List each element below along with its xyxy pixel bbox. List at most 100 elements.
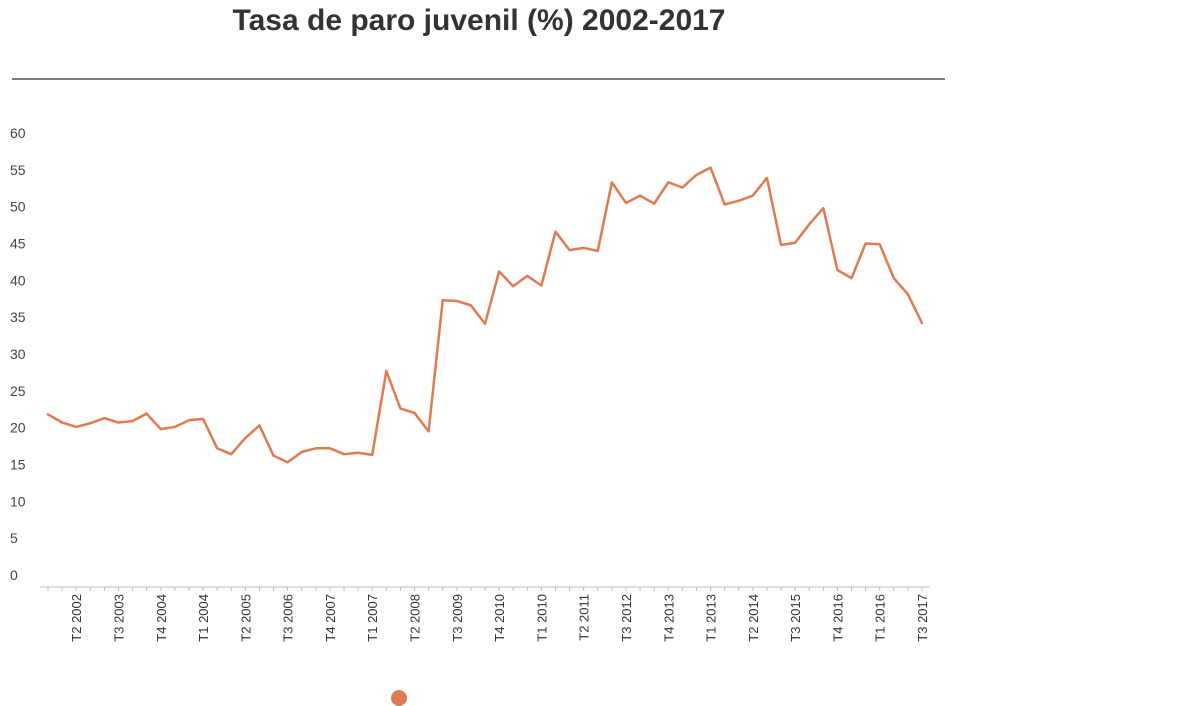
y-tick-label: 5 <box>10 530 18 546</box>
data-point <box>116 421 120 425</box>
x-tick-label: T4 2004 <box>154 594 169 642</box>
x-tick-label: T4 2007 <box>323 594 338 642</box>
data-point <box>413 411 417 415</box>
data-point <box>469 303 473 307</box>
data-point <box>370 453 374 457</box>
y-tick-label: 0 <box>10 567 18 583</box>
y-tick-label: 40 <box>10 272 26 288</box>
y-tick-label: 60 <box>10 125 26 141</box>
x-tick-label: T2 2008 <box>408 594 423 642</box>
data-point <box>638 194 642 198</box>
data-point <box>920 321 924 325</box>
x-tick-label: T4 2010 <box>492 594 507 642</box>
series-points <box>46 166 924 465</box>
x-tick-label: T2 2011 <box>577 594 592 641</box>
y-tick-label: 55 <box>10 162 26 178</box>
x-tick-label: T4 2016 <box>830 594 845 642</box>
data-point <box>680 186 684 190</box>
x-tick-label: T1 2004 <box>196 594 211 642</box>
data-point <box>751 194 755 198</box>
data-point <box>187 418 191 422</box>
y-tick-label: 30 <box>10 346 26 362</box>
x-axis-ticks <box>47 587 923 591</box>
data-point <box>102 416 106 420</box>
data-point <box>384 369 388 373</box>
x-tick-label: T2 2005 <box>238 594 253 642</box>
data-point <box>46 412 50 416</box>
y-tick-label: 25 <box>10 383 26 399</box>
x-tick-label: T1 2010 <box>534 594 549 642</box>
chart-title: Tasa de paro juvenil (%) 2002-2017 <box>232 4 726 37</box>
x-tick-label: T3 2003 <box>111 594 126 642</box>
data-point <box>765 176 769 180</box>
data-point <box>582 246 586 250</box>
data-point <box>286 460 290 464</box>
data-point <box>525 274 529 278</box>
data-point <box>145 412 149 416</box>
data-point <box>356 451 360 455</box>
data-point <box>159 427 163 431</box>
data-point <box>173 425 177 429</box>
data-point <box>779 243 783 247</box>
data-point <box>568 248 572 252</box>
series-line <box>46 166 924 464</box>
data-point <box>737 199 741 203</box>
data-point <box>694 173 698 177</box>
x-tick-label: T3 2009 <box>450 594 465 642</box>
data-point <box>300 450 304 454</box>
data-point <box>723 202 727 206</box>
data-point <box>427 429 431 433</box>
data-point <box>906 292 910 296</box>
x-tick-label: T2 2002 <box>69 594 84 642</box>
data-point <box>215 446 219 450</box>
data-point <box>666 180 670 184</box>
data-point <box>229 452 233 456</box>
title-divider <box>12 78 945 80</box>
data-point <box>539 283 543 287</box>
x-tick-label: T1 2016 <box>873 594 888 642</box>
data-point <box>596 249 600 253</box>
x-tick-label: T2 2014 <box>746 594 761 642</box>
data-point <box>88 421 92 425</box>
data-point <box>441 298 445 302</box>
data-point <box>314 446 318 450</box>
data-point <box>878 242 882 246</box>
data-point <box>201 417 205 421</box>
data-point <box>793 241 797 245</box>
data-point <box>835 268 839 272</box>
data-point <box>850 276 854 280</box>
x-tick-label: T3 2006 <box>281 594 296 642</box>
x-tick-label: T4 2013 <box>661 594 676 642</box>
data-point <box>553 230 557 234</box>
y-axis-labels: 0 5 10 15 20 25 30 35 40 45 50 55 60 <box>10 125 26 583</box>
y-tick-label: 50 <box>10 199 26 215</box>
legend-marker <box>391 690 407 706</box>
data-point <box>328 446 332 450</box>
data-point <box>483 322 487 326</box>
data-point <box>709 166 713 170</box>
data-point <box>610 180 614 184</box>
data-point <box>497 269 501 273</box>
data-point <box>60 421 64 425</box>
data-point <box>257 423 261 427</box>
x-tick-label: T1 2007 <box>365 594 380 642</box>
data-point <box>807 222 811 226</box>
data-point <box>243 436 247 440</box>
x-tick-label: T1 2013 <box>704 594 719 642</box>
y-tick-label: 10 <box>10 493 26 509</box>
y-tick-label: 35 <box>10 309 26 325</box>
data-point <box>892 276 896 280</box>
y-tick-label: 20 <box>10 420 26 436</box>
y-tick-label: 45 <box>10 236 26 252</box>
data-point <box>511 284 515 288</box>
data-point <box>652 202 656 206</box>
x-tick-label: T3 2015 <box>788 594 803 642</box>
x-axis-labels: T2 2002 T3 2003 T4 2004 T1 2004 T2 2005 T3 20… <box>69 594 930 642</box>
x-tick-label: T3 2017 <box>915 594 930 642</box>
data-point <box>864 242 868 246</box>
x-tick-label: T3 2012 <box>619 594 634 642</box>
data-point <box>821 206 825 210</box>
data-point <box>398 407 402 411</box>
y-tick-label: 15 <box>10 457 26 473</box>
